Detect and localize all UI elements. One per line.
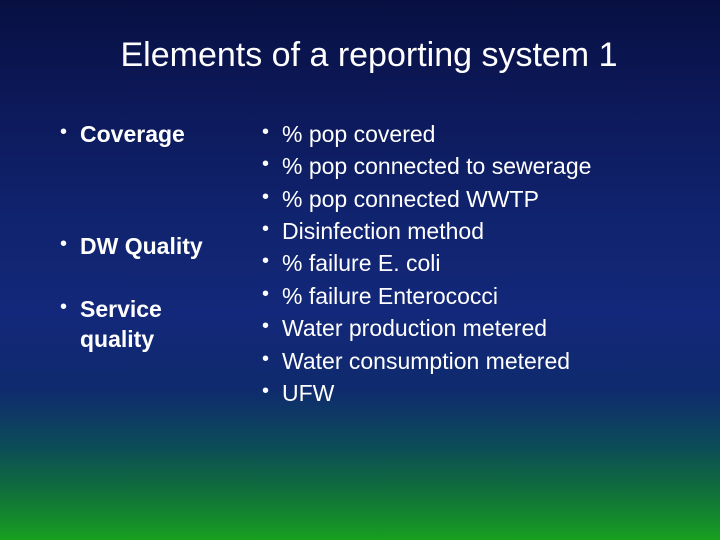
right-item-label: % failure E. coli: [282, 248, 678, 278]
left-item: •Coverage: [60, 119, 230, 149]
right-item-label: % pop connected to sewerage: [282, 151, 678, 181]
right-item: •Disinfection method: [262, 216, 678, 246]
bullet-icon: •: [262, 313, 282, 339]
bullet-icon: •: [262, 184, 282, 210]
left-column: •Coverage•DW Quality• Service quality: [60, 119, 230, 512]
right-item: • Water consumption metered: [262, 346, 678, 376]
right-item: •Water production metered: [262, 313, 678, 343]
left-item: • Service quality: [60, 294, 230, 355]
right-item-label: % failure Enterococci: [282, 281, 678, 311]
right-item: •UFW: [262, 378, 678, 408]
bullet-icon: •: [60, 231, 80, 257]
right-item-label: % pop covered: [282, 119, 678, 149]
bullet-icon: •: [60, 119, 80, 145]
bullet-icon: •: [262, 216, 282, 242]
bullet-icon: •: [262, 378, 282, 404]
content-columns: •Coverage•DW Quality• Service quality •%…: [60, 119, 678, 512]
right-item: •% failure Enterococci: [262, 281, 678, 311]
bullet-icon: •: [262, 346, 282, 372]
right-item: •% pop connected WWTP: [262, 184, 678, 214]
left-item-label: DW Quality: [80, 231, 230, 261]
left-item-label: Coverage: [80, 119, 230, 149]
right-item: •% pop connected to sewerage: [262, 151, 678, 181]
bullet-icon: •: [262, 248, 282, 274]
left-item: •DW Quality: [60, 231, 230, 261]
right-column: •% pop covered•% pop connected to sewera…: [262, 119, 678, 512]
bullet-icon: •: [262, 119, 282, 145]
bullet-icon: •: [262, 281, 282, 307]
slide-title: Elements of a reporting system 1: [60, 36, 678, 75]
slide: Elements of a reporting system 1 •Covera…: [0, 0, 720, 540]
right-item-label: Water production metered: [282, 313, 678, 343]
right-item-label: Disinfection method: [282, 216, 678, 246]
left-item-label: Service quality: [80, 294, 230, 355]
right-item-label: Water consumption metered: [282, 346, 678, 376]
right-item: •% failure E. coli: [262, 248, 678, 278]
right-item: •% pop covered: [262, 119, 678, 149]
bullet-icon: •: [60, 294, 80, 320]
right-item-label: % pop connected WWTP: [282, 184, 678, 214]
bullet-icon: •: [262, 151, 282, 177]
right-item-label: UFW: [282, 378, 678, 408]
